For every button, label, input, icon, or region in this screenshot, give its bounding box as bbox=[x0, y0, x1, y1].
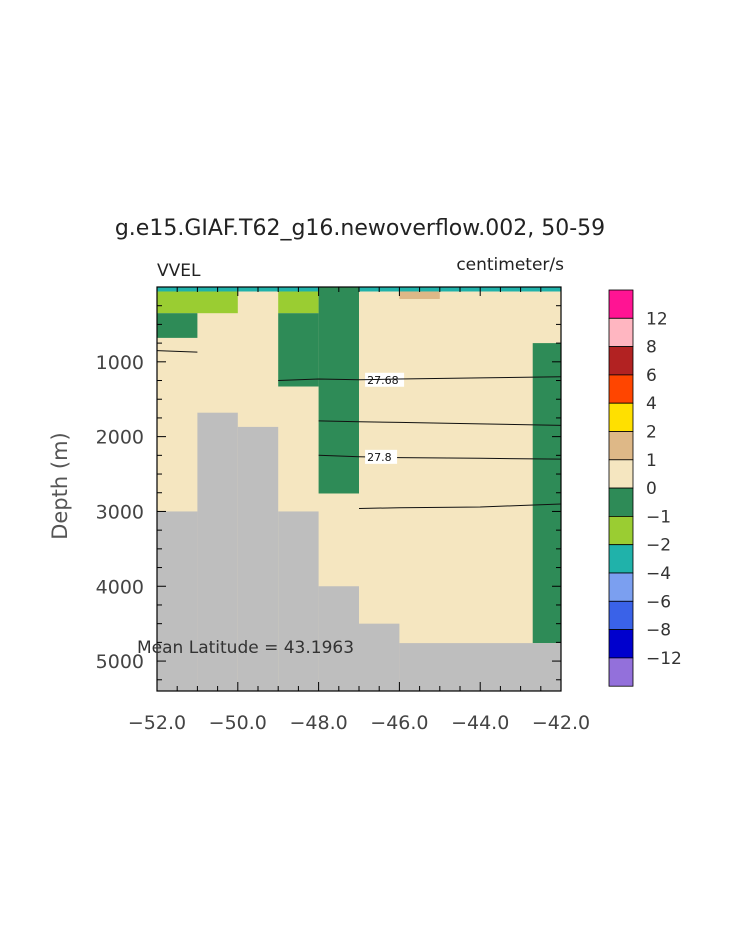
plot-contours: 27.68 27.8 bbox=[156, 350, 562, 509]
x-tick-label: −46.0 bbox=[370, 712, 428, 734]
y-axis: 1000 2000 3000 4000 5000 bbox=[96, 286, 561, 681]
colorbar-box-2 bbox=[608, 346, 634, 376]
chart-title: g.e15.GIAF.T62_g16.newoverflow.002, 50-5… bbox=[115, 216, 605, 241]
colorbar-label-8: −2 bbox=[646, 536, 671, 556]
colorbar-label-12: −12 bbox=[646, 649, 682, 669]
data-cell-3 bbox=[278, 291, 319, 314]
colorbar-box-10 bbox=[608, 572, 634, 602]
colorbar-label-6: 0 bbox=[646, 479, 657, 499]
land-cell-0 bbox=[157, 511, 198, 691]
land-cell-4 bbox=[318, 586, 359, 691]
variable-label: VVEL bbox=[157, 261, 201, 281]
colorbar-label-9: −4 bbox=[646, 564, 671, 584]
land-cell-2 bbox=[237, 426, 279, 691]
colorbar-box-11 bbox=[608, 600, 634, 630]
x-tick-label: −52.0 bbox=[128, 712, 186, 734]
contour-line-2 bbox=[318, 420, 562, 426]
data-cell-1 bbox=[157, 291, 238, 314]
colorbar-label-10: −6 bbox=[646, 592, 671, 612]
colorbar-box-6 bbox=[608, 459, 634, 489]
data-cell-5 bbox=[318, 287, 359, 494]
y-tick-label: 5000 bbox=[96, 651, 144, 673]
colorbar-label-0: 12 bbox=[646, 309, 668, 329]
x-tick-label: −48.0 bbox=[289, 712, 347, 734]
colorbar-box-1 bbox=[608, 317, 634, 347]
colorbar: 12 8 6 4 2 1 0 −1 −2 −4 −6 −8 −12 bbox=[608, 289, 682, 687]
x-tick-label: −42.0 bbox=[532, 712, 590, 734]
colorbar-box-0 bbox=[608, 289, 634, 319]
data-cell-4 bbox=[278, 313, 319, 387]
colorbar-box-8 bbox=[608, 516, 634, 546]
colorbar-label-1: 8 bbox=[646, 338, 657, 358]
mean-latitude-annotation: Mean Latitude = 43.1963 bbox=[137, 638, 354, 658]
contour-label-3: 27.8 bbox=[367, 451, 392, 464]
colorbar-label-2: 6 bbox=[646, 366, 657, 386]
contour-line-4 bbox=[358, 503, 562, 509]
contour-line-3 bbox=[318, 454, 562, 460]
colorbar-label-5: 1 bbox=[646, 451, 657, 471]
contour-label-bg-3 bbox=[365, 449, 398, 464]
colorbar-box-3 bbox=[608, 374, 634, 404]
land-cell-3 bbox=[278, 511, 319, 691]
colorbar-box-12 bbox=[608, 629, 634, 659]
land-cell-5 bbox=[359, 623, 400, 691]
x-axis: −52.0 −50.0 −48.0 −46.0 −44.0 −42.0 bbox=[128, 287, 590, 734]
units-label: centimeter/s bbox=[456, 255, 564, 275]
x-tick-label: −50.0 bbox=[209, 712, 267, 734]
data-cell-6 bbox=[399, 291, 440, 299]
land-cell-1 bbox=[197, 412, 238, 691]
colorbar-box-9 bbox=[608, 544, 634, 574]
colorbar-box-13 bbox=[608, 657, 634, 687]
x-tick-label: −44.0 bbox=[451, 712, 509, 734]
y-tick-label: 3000 bbox=[96, 501, 144, 523]
y-tick-label: 1000 bbox=[96, 352, 144, 374]
y-axis-label: Depth (m) bbox=[48, 432, 72, 539]
colorbar-box-5 bbox=[608, 431, 634, 461]
data-cell-2 bbox=[157, 313, 198, 338]
colorbar-box-7 bbox=[608, 487, 634, 517]
y-tick-label: 4000 bbox=[96, 576, 144, 598]
contour-label-0: 27.68 bbox=[367, 374, 399, 387]
colorbar-box-4 bbox=[608, 402, 634, 432]
colorbar-label-4: 2 bbox=[646, 423, 657, 443]
colorbar-label-7: −1 bbox=[646, 507, 671, 527]
contour-line-0 bbox=[156, 350, 198, 353]
y-tick-label: 2000 bbox=[96, 427, 144, 449]
contour-line-1 bbox=[278, 376, 562, 381]
colorbar-label-11: −8 bbox=[646, 621, 671, 641]
colorbar-label-3: 4 bbox=[646, 394, 657, 414]
